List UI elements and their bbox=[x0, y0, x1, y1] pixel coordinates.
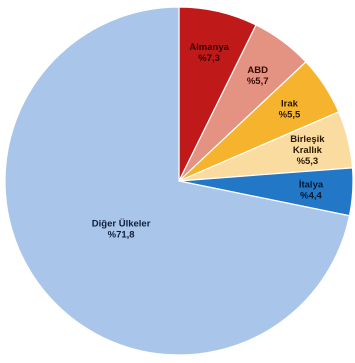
pie-label-value: %7,3 bbox=[198, 53, 220, 64]
pie-label-value: %5,3 bbox=[297, 156, 319, 167]
pie-label-name: Diğer Ülkeler bbox=[92, 218, 151, 229]
pie-label-value: %71,8 bbox=[108, 229, 135, 240]
pie-label-irak: Irak %5,5 bbox=[279, 98, 301, 120]
pie-label-name: Almanya bbox=[189, 42, 229, 53]
pie-label-name: Krallık bbox=[293, 145, 323, 156]
pie-label-value: %5,7 bbox=[247, 76, 269, 87]
pie-label-name: Irak bbox=[281, 98, 299, 109]
pie-slice-diger-ulkeler bbox=[4, 6, 351, 356]
pie-label-abd: ABD %5,7 bbox=[247, 65, 269, 87]
pie-labels: Almanya %7,3 ABD %5,7 Irak %5,5 Birleşik Krallı… bbox=[92, 42, 325, 240]
pie-label-name: Birleşik bbox=[290, 134, 325, 145]
pie-label-almanya: Almanya %7,3 bbox=[189, 42, 229, 64]
pie-label-value: %5,5 bbox=[279, 109, 301, 120]
pie-slices bbox=[4, 6, 354, 356]
pie-label-diger-ulkeler: Diğer Ülkeler %71,8 bbox=[92, 218, 151, 240]
pie-label-name: İtalya bbox=[299, 179, 324, 190]
pie-label-birlesik-krallik: Birleşik Krallık %5,3 bbox=[290, 134, 325, 167]
pie-label-name: ABD bbox=[247, 65, 268, 76]
pie-label-value: %4,4 bbox=[300, 190, 322, 201]
pie-label-italya: İtalya %4,4 bbox=[299, 179, 324, 201]
